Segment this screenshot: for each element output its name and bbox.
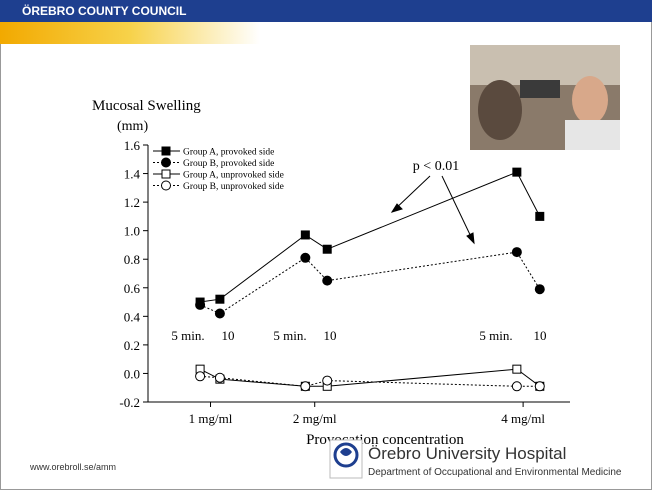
y-tick-label: 1.6	[124, 138, 141, 153]
marker	[536, 212, 544, 220]
interval-label: 10	[534, 328, 547, 343]
y-tick-label: -0.2	[119, 395, 140, 410]
header-accent	[0, 22, 260, 44]
legend-marker	[162, 158, 171, 167]
y-tick-label: 1.4	[124, 167, 141, 182]
marker	[323, 276, 332, 285]
marker	[512, 248, 521, 257]
legend-label: Group B, unprovoked side	[183, 182, 284, 192]
interval-label: 10	[222, 328, 235, 343]
marker	[301, 382, 310, 391]
footer-url: www.orebroll.se/amm	[29, 462, 116, 472]
marker	[535, 285, 544, 294]
logo-name: Örebro University Hospital	[368, 444, 566, 463]
interval-label: 5 min.	[171, 328, 204, 343]
y-axis-title: Mucosal Swelling	[92, 98, 201, 114]
legend-label: Group A, unprovoked side	[183, 171, 284, 181]
x-tick-label: 2 mg/ml	[293, 411, 337, 426]
header-title: ÖREBRO COUNTY COUNCIL	[22, 3, 186, 18]
interval-label: 5 min.	[479, 328, 512, 343]
marker	[196, 372, 205, 381]
y-tick-label: 1.0	[124, 224, 140, 239]
legend-marker	[162, 181, 171, 190]
marker	[513, 365, 521, 373]
marker	[196, 300, 205, 309]
y-tick-label: 0.0	[124, 366, 140, 381]
marker	[513, 168, 521, 176]
photo	[470, 45, 620, 150]
y-tick-label: 0.6	[124, 281, 141, 296]
y-tick-label: 0.4	[124, 309, 141, 324]
marker	[215, 373, 224, 382]
marker	[216, 295, 224, 303]
y-tick-label: 0.8	[124, 252, 140, 267]
legend-label: Group A, provoked side	[183, 148, 274, 158]
x-tick-label: 4 mg/ml	[501, 411, 545, 426]
x-tick-label: 1 mg/ml	[189, 411, 233, 426]
annotation: p < 0.01	[413, 159, 459, 174]
legend-label: Group B, provoked side	[183, 159, 274, 169]
marker	[323, 245, 331, 253]
legend-marker	[162, 147, 170, 155]
marker	[301, 231, 309, 239]
marker	[512, 382, 521, 391]
marker	[323, 376, 332, 385]
y-tick-label: 1.2	[124, 195, 140, 210]
marker	[215, 309, 224, 318]
interval-label: 5 min.	[273, 328, 306, 343]
interval-label: 10	[324, 328, 337, 343]
y-tick-label: 0.2	[124, 338, 140, 353]
footer-logo	[330, 440, 362, 478]
marker	[535, 382, 544, 391]
marker	[301, 253, 310, 262]
legend-marker	[162, 170, 170, 178]
slide: ÖREBRO COUNTY COUNCIL Mucosal Swelling (…	[0, 0, 652, 490]
logo-department: Department of Occupational and Environme…	[368, 467, 622, 478]
y-axis-unit: (mm)	[117, 119, 148, 134]
